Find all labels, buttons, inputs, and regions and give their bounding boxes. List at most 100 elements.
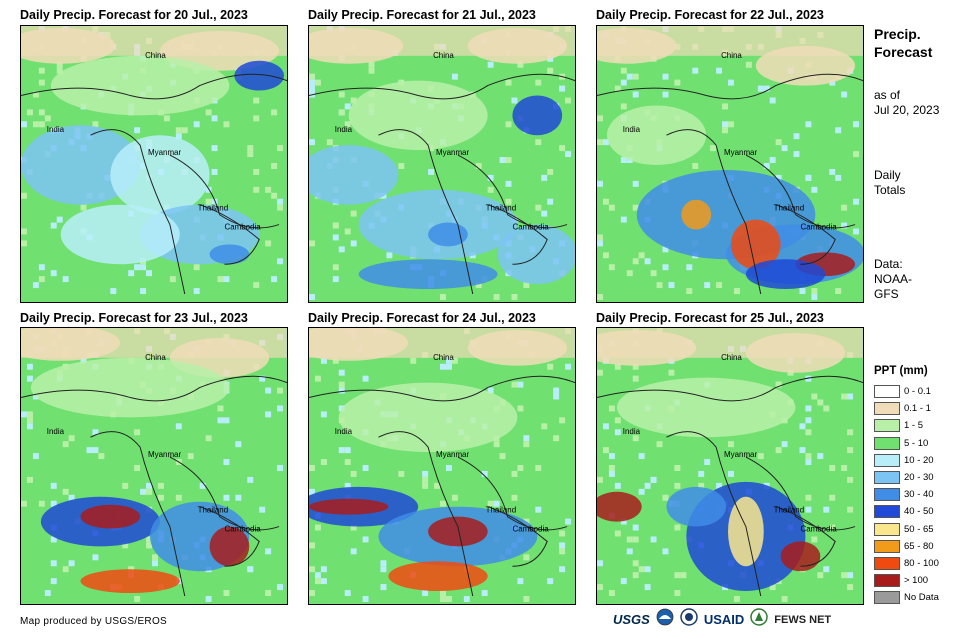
legend-swatch — [874, 522, 900, 536]
legend-label: 0 - 0.1 — [904, 386, 931, 398]
legend-label: 10 - 20 — [904, 454, 934, 466]
map-panel-5: China India Myanmar Thailand Cambodia — [308, 327, 576, 605]
legend-swatch — [874, 436, 900, 450]
place-label-china: China — [721, 51, 742, 60]
usaid-logo: USAID — [703, 612, 745, 627]
map-svg-6: China India Myanmar Thailand Cambodia — [597, 328, 863, 604]
map-panel-4: China India Myanmar Thailand Cambodia — [20, 327, 288, 605]
sidebar-asof-line1: as of — [874, 88, 901, 102]
legend-swatch — [874, 453, 900, 467]
place-label-cambodia: Cambodia — [224, 223, 261, 232]
place-label-thailand: Thailand — [198, 506, 228, 515]
legend-item: 20 - 30 — [874, 469, 939, 486]
panel-title-4: Daily Precip. Forecast for 23 Jul., 2023 — [20, 311, 248, 325]
map-svg-4: China India Myanmar Thailand Cambodia — [21, 328, 287, 604]
sidebar-data-line3: GFS — [874, 287, 899, 301]
place-label-thailand: Thailand — [198, 204, 228, 213]
legend-item: 0.1 - 1 — [874, 400, 939, 417]
sidebar-data: Data: NOAA- GFS — [874, 257, 912, 302]
fews-net-logo: FEWS NET — [774, 613, 832, 626]
place-label-india: India — [623, 427, 641, 436]
legend-swatch — [874, 556, 900, 570]
legend-item: 30 - 40 — [874, 486, 939, 503]
sidebar-title-line2: Forecast — [874, 44, 933, 60]
sidebar-data-line2: NOAA- — [874, 272, 913, 286]
map-panel-3: China India Myanmar Thailand Cambodia — [596, 25, 864, 303]
legend-label: > 100 — [904, 575, 929, 587]
legend-swatch — [874, 471, 900, 485]
map-panel-2: China India Myanmar Thailand Cambodia — [308, 25, 576, 303]
legend-label: 30 - 40 — [904, 489, 934, 501]
legend-label: 65 - 80 — [904, 540, 934, 552]
legend-item: 0 - 0.1 — [874, 383, 939, 400]
legend-swatch — [874, 419, 900, 433]
legend-label: 50 - 65 — [904, 523, 934, 535]
legend-item: 40 - 50 — [874, 503, 939, 520]
noaa-logo-icon — [656, 608, 674, 631]
sidebar-title-line1: Precip. — [874, 26, 921, 42]
legend-item: 10 - 20 — [874, 452, 939, 469]
place-label-myanmar: Myanmar — [724, 148, 757, 157]
legend-label: 80 - 100 — [904, 557, 939, 569]
sidebar-asof-line2: Jul 20, 2023 — [874, 103, 940, 117]
legend-swatch — [874, 505, 900, 519]
map-svg-5: China India Myanmar Thailand Cambodia — [309, 328, 575, 604]
legend-item: 50 - 65 — [874, 521, 939, 538]
legend-swatch — [874, 591, 900, 605]
place-label-india: India — [47, 125, 65, 134]
place-label-thailand: Thailand — [774, 506, 804, 515]
map-credit: Map produced by USGS/EROS — [20, 616, 168, 627]
legend-swatch — [874, 539, 900, 553]
legend: 0 - 0.1 0.1 - 1 1 - 5 5 - 10 10 - 20 20 - 30 3… — [874, 383, 939, 606]
legend-item: 65 - 80 — [874, 538, 939, 555]
panel-title-5: Daily Precip. Forecast for 24 Jul., 2023 — [308, 311, 536, 325]
legend-swatch — [874, 385, 900, 399]
sidebar-daily-line2: Totals — [874, 183, 906, 197]
place-label-myanmar: Myanmar — [724, 450, 757, 459]
usgs-logo: USGS — [613, 612, 650, 627]
place-label-myanmar: Myanmar — [148, 450, 181, 459]
place-label-india: India — [335, 125, 353, 134]
legend-title: PPT (mm) — [874, 365, 928, 377]
legend-item: 80 - 100 — [874, 555, 939, 572]
legend-item: > 100 — [874, 572, 939, 589]
place-label-thailand: Thailand — [486, 204, 516, 213]
place-label-myanmar: Myanmar — [148, 148, 181, 157]
map-svg-3: China India Myanmar Thailand Cambodia — [597, 26, 863, 302]
sidebar-data-line1: Data: — [874, 257, 903, 271]
map-svg-2: China India Myanmar Thailand Cambodia — [309, 26, 575, 302]
place-label-thailand: Thailand — [774, 204, 804, 213]
legend-label: 5 - 10 — [904, 437, 929, 449]
place-label-myanmar: Myanmar — [436, 450, 469, 459]
map-panel-6: China India Myanmar Thailand Cambodia — [596, 327, 864, 605]
sidebar-title: Precip. Forecast — [874, 25, 932, 61]
place-label-cambodia: Cambodia — [800, 223, 837, 232]
place-label-china: China — [145, 353, 166, 362]
place-label-cambodia: Cambodia — [224, 525, 261, 534]
legend-label: 1 - 5 — [904, 420, 924, 432]
place-label-china: China — [433, 51, 454, 60]
legend-swatch — [874, 574, 900, 588]
place-label-cambodia: Cambodia — [512, 223, 549, 232]
sidebar-asof: as of Jul 20, 2023 — [874, 88, 939, 118]
legend-item: No Data — [874, 589, 939, 606]
panel-title-1: Daily Precip. Forecast for 20 Jul., 2023 — [20, 8, 248, 22]
legend-label: 0.1 - 1 — [904, 403, 931, 415]
legend-label: 20 - 30 — [904, 472, 934, 484]
map-panel-1: China India Myanmar Thailand Cambodia — [20, 25, 288, 303]
legend-label: 40 - 50 — [904, 506, 934, 518]
place-label-india: India — [335, 427, 353, 436]
place-label-thailand: Thailand — [486, 506, 516, 515]
legend-item: 5 - 10 — [874, 435, 939, 452]
place-label-india: India — [47, 427, 65, 436]
panel-title-2: Daily Precip. Forecast for 21 Jul., 2023 — [308, 8, 536, 22]
fews-logo-icon — [750, 608, 769, 631]
place-label-china: China — [433, 353, 454, 362]
dos-seal-icon — [680, 608, 698, 631]
place-label-india: India — [623, 125, 641, 134]
legend-swatch — [874, 402, 900, 416]
panel-title-6: Daily Precip. Forecast for 25 Jul., 2023 — [596, 311, 824, 325]
map-svg-1: China India Myanmar Thailand Cambodia — [21, 26, 287, 302]
sidebar-daily-line1: Daily — [874, 168, 901, 182]
logo-bar: USGS USAID FEWS NET — [613, 608, 831, 631]
